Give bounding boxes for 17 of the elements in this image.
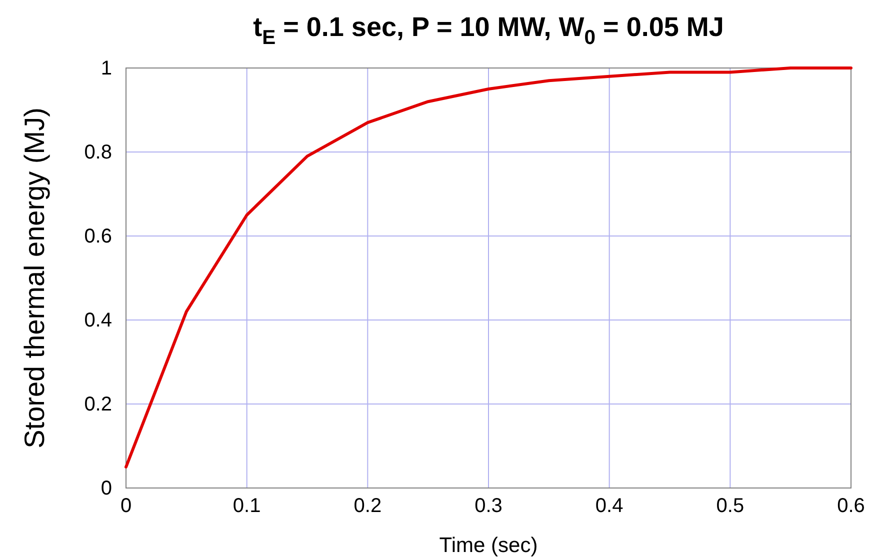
y-tick-label: 0.4 xyxy=(84,309,112,332)
y-tick-label: 0.2 xyxy=(84,393,112,416)
y-tick-label: 0.8 xyxy=(84,141,112,164)
x-tick-label: 0.4 xyxy=(595,495,624,518)
x-tick-label: 0.2 xyxy=(354,495,382,518)
x-tick-label: 0.5 xyxy=(716,495,744,518)
y-tick-label: 0 xyxy=(100,477,112,500)
x-tick-label: 0.3 xyxy=(474,495,502,518)
x-axis-title: Time (sec) xyxy=(439,534,538,557)
line-series xyxy=(124,66,852,468)
x-tick-label: 0.1 xyxy=(232,495,261,518)
y-axis-title: Stored thermal energy (MJ) xyxy=(19,108,50,448)
y-tick-label: 0.6 xyxy=(84,225,112,248)
chart-title: t$_{E}$ = 0.1 sec, P = 10 MW, W$_{0}$ = 0.05 MJ xyxy=(253,12,724,49)
y-tick-label: 1 xyxy=(100,57,112,80)
x-tick-label: 0.6 xyxy=(837,495,865,518)
x-tick-label: 0 xyxy=(120,495,132,518)
